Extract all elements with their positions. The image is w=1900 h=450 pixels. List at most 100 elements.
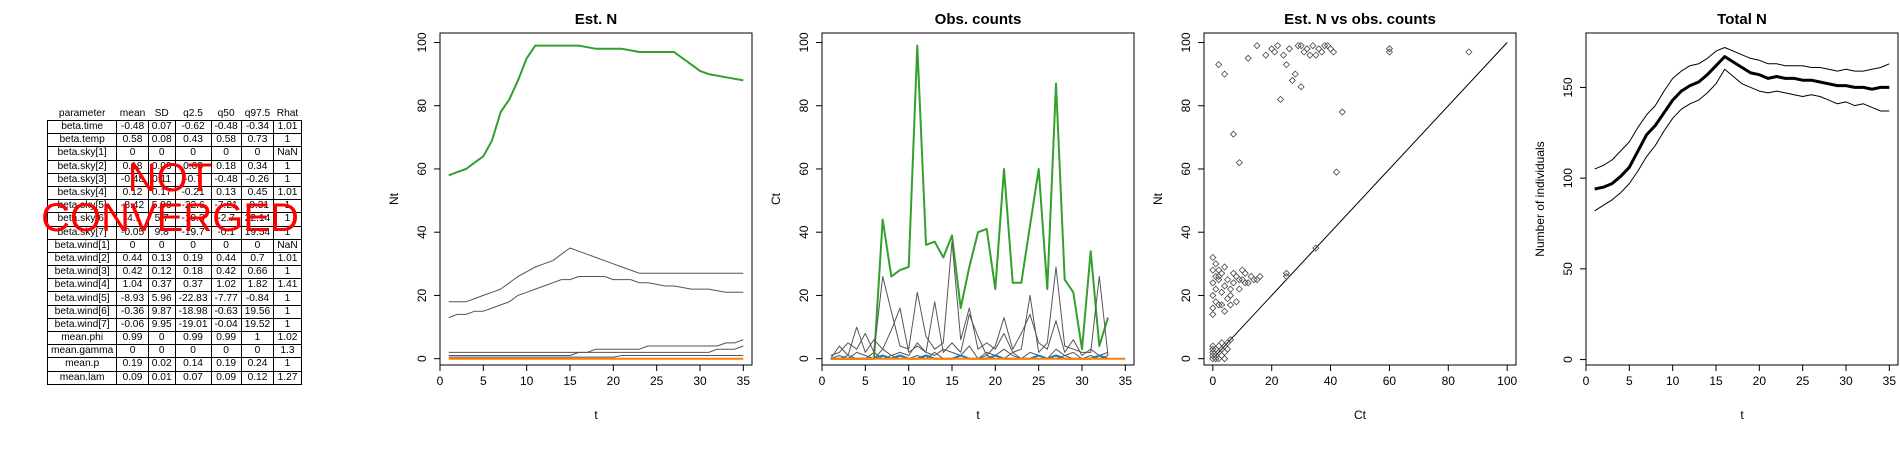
scatter-point [1276,95,1285,103]
scatter-point [1223,345,1232,353]
scatter-point [1212,260,1220,268]
plot-frame [439,32,753,366]
scatter-point [1209,279,1217,287]
y-tick-label: 20 [797,288,811,302]
x-tick-label: 10 [902,374,916,388]
table-row: mean.p 0.19 0.02 0.14 0.19 0.24 1 [46,357,302,372]
table-header-row: parameter mean SD q2.5 q50 q97.5 Rhat [48,107,302,121]
chart-title: Total N [1717,11,1767,28]
table-body: beta.time -0.48 0.07 -0.62 -0.48 -0.34 1.01 bet… [46,119,302,385]
series-line-1 [1594,47,1890,170]
scatter-point [1218,269,1226,277]
scatter-point [1465,48,1473,56]
table-row: beta.wind[7] -0.06 9.95 -19.01 -0.04 19.52 1 [46,317,302,333]
column-header: q50 [217,108,235,119]
series-line-3 [448,276,744,319]
scatter-point [1241,269,1249,277]
scatter-point [1274,42,1282,50]
chart-panel-2: Obs. counts 0 5 10 15 20 25 30 35 0 20 40 60 80 100 t Ct [769,11,1135,422]
scatter-point [1215,342,1223,350]
x-tick-label: 20 [1265,374,1279,388]
table-row: beta.sky[1] 0 0 0 0 0 NaN [46,146,302,161]
chart-title: Obs. counts [935,11,1022,28]
y-tick-label: 20 [1179,288,1193,302]
y-tick-label: 150 [1561,77,1575,97]
x-tick-label: 25 [650,374,664,388]
scatter-point [1221,307,1229,315]
scatter-point [1332,168,1341,176]
x-tick-label: 15 [1709,374,1723,388]
table-row: beta.sky[6] -4.1 5.7 -19.3 -2.7 22.14 1 [46,212,302,227]
y-tick-label: 100 [1561,168,1575,188]
scatter-point [1321,42,1329,50]
y-axis-label: Nt [1151,192,1165,205]
scatter-point [1288,76,1296,84]
y-axis-label: Number of individuals [1533,141,1547,256]
column-header: SD [154,108,169,119]
scatter-point [1215,301,1223,309]
chart-panel-4: Total N 0 5 10 15 20 25 30 35 0 50 100 150 t Number of… [1533,11,1899,422]
scatter-point [1209,266,1217,274]
scatter-point [1209,304,1217,312]
table-row: mean.lam 0.09 0.01 0.07 0.09 0.12 1.27 [46,370,302,385]
series-line-4 [830,342,1109,360]
series-line-3 [1594,68,1890,212]
value-cell: -0.84 [240,291,275,306]
x-tick-label: 20 [607,374,621,388]
series-line-2 [830,241,1109,356]
scatter-point [1279,51,1288,59]
value-cell: 1.02 [210,278,242,293]
y-tick-label: 100 [797,32,811,52]
x-tick-label: 30 [693,374,707,388]
scatter-point [1209,310,1217,318]
scatter-point [1215,61,1223,69]
column-header: mean [119,108,146,119]
plot-frame [1203,32,1517,366]
series-line-2 [448,247,744,303]
x-tick-label: 5 [862,374,869,388]
chart-title: Est. N vs obs. counts [1284,11,1436,28]
series-line-2 [1594,55,1890,191]
scatter-point [1232,272,1240,281]
table-row: beta.sky[2] 0.18 0.09 0.03 0.18 0.34 1 [46,159,302,174]
chart-panel-3: Est. N vs obs. counts 0 20 40 60 80 100 0 20 40 60… [1151,11,1518,422]
scatter-point [1215,266,1223,274]
scatter-point [1300,48,1308,56]
x-tick-label: 0 [437,374,444,388]
table-row: mean.phi 0.99 0 0.99 0.99 1 1.02 [46,330,302,346]
value-cell: -0.36 [116,304,149,319]
scatter-point [1271,48,1279,56]
table-row: beta.time -0.48 0.07 -0.62 -0.48 -0.34 1.01 [46,119,302,135]
scatter-point [1218,301,1226,309]
y-tick-label: 80 [797,99,811,113]
identity-line [1212,42,1508,360]
scatter-point [1285,45,1293,53]
scatter-point [1212,355,1220,363]
y-tick-label: 40 [797,225,811,239]
y-tick-label: 0 [1561,356,1575,363]
y-tick-label: 50 [1561,262,1575,276]
plot-area [448,44,744,360]
series-line-5 [448,345,744,356]
column-header: parameter [58,108,106,119]
scatter-point [1226,336,1235,344]
scatter-point [1282,61,1290,69]
parameter-summary-table: parameter mean SD q2.5 q50 q97.5 Rhat beta.tim… [46,107,302,385]
scatter-point [1338,108,1346,116]
y-tick-label: 80 [415,99,429,113]
x-tick-label: 0 [1583,374,1590,388]
plot-area [1209,42,1508,363]
table-row: beta.sky[5] -8.42 5.99 -22.6 -7.21 -0.31 1 [46,199,302,214]
scatter-point [1212,272,1220,281]
series-line-3 [830,301,1109,359]
scatter-point [1218,339,1226,347]
x-tick-label: 5 [1626,374,1633,388]
y-tick-label: 20 [415,288,429,302]
plot-area [1594,47,1890,212]
table-row: beta.temp 0.58 0.08 0.43 0.58 0.73 1 [46,133,302,148]
value-cell: -0.06 [116,317,149,333]
plot-frame [821,32,1135,366]
scatter-point [1229,279,1237,287]
x-tick-label: 10 [520,374,534,388]
